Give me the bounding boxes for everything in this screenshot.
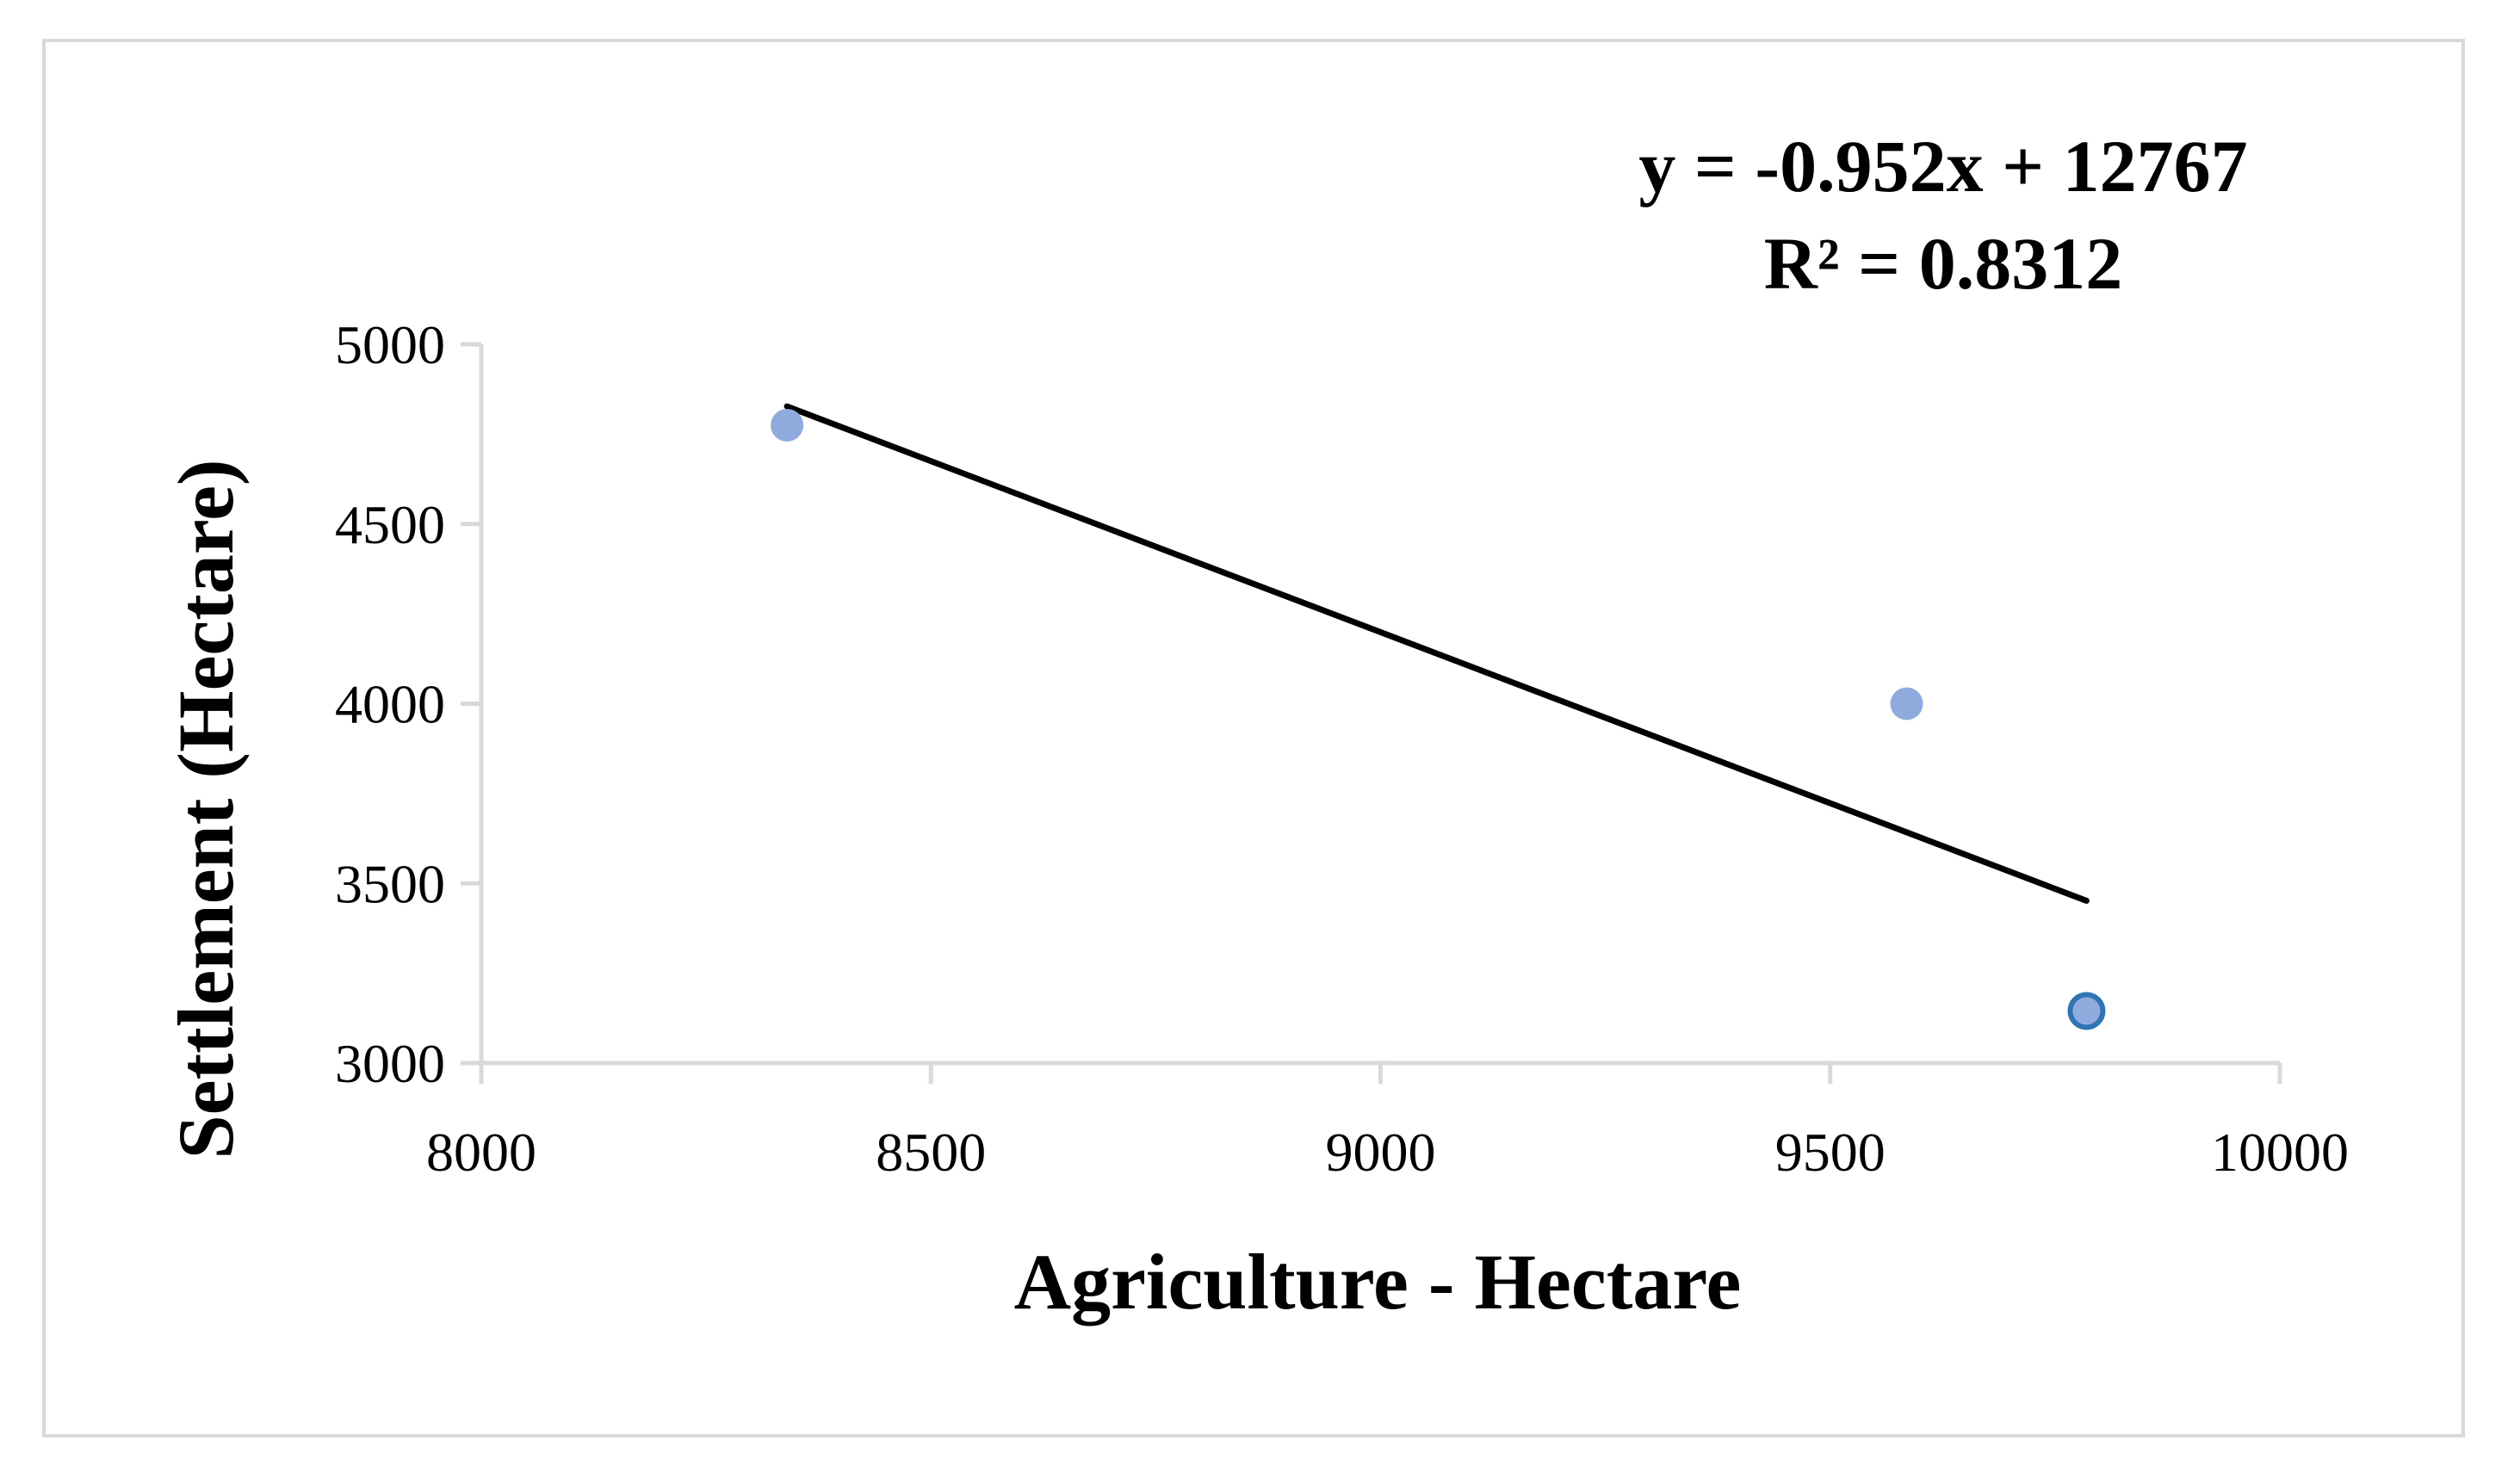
y-tick-label: 4500 <box>335 494 445 555</box>
trendline-equation: y = -0.952x + 12767 <box>1638 125 2247 207</box>
y-axis-title: Settlement (Hectare) <box>162 459 250 1159</box>
trendline-r-squared: R² = 0.8312 <box>1764 222 2122 305</box>
trendline <box>783 403 2090 904</box>
trendline-layer <box>783 403 2090 904</box>
data-points <box>771 408 2106 1030</box>
y-tick-label: 4000 <box>335 674 445 735</box>
y-tick-label: 3000 <box>335 1033 445 1094</box>
axes <box>461 342 2282 1084</box>
data-point <box>1890 687 1923 720</box>
data-point <box>2067 992 2106 1030</box>
x-tick-label: 10000 <box>2211 1122 2349 1183</box>
x-tick-label: 8000 <box>426 1122 536 1183</box>
x-tick-label: 9500 <box>1775 1122 1886 1183</box>
tick-labels: 3000 3500 4000 4500 5000 8000 8500 9000 9500 1000… <box>335 314 2349 1183</box>
y-tick-label: 3500 <box>335 853 445 914</box>
chart-frame <box>42 39 2465 1438</box>
x-tick-label: 9000 <box>1326 1122 1436 1183</box>
x-tick-label: 8500 <box>876 1122 986 1183</box>
y-tick-label: 5000 <box>335 314 445 375</box>
x-axis-title: Agriculture - Hectare <box>1014 1238 1742 1326</box>
data-point <box>771 408 804 442</box>
